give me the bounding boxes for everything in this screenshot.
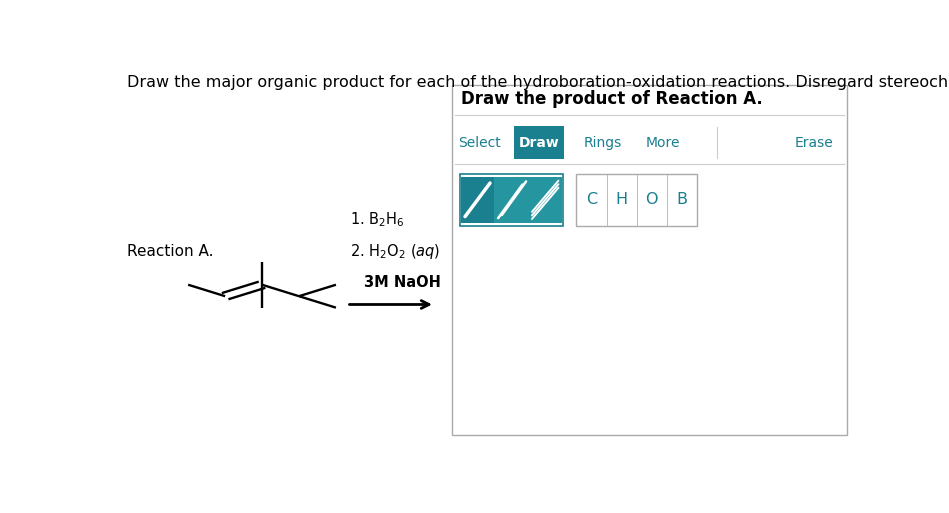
Text: 1. B$_2$H$_6$: 1. B$_2$H$_6$	[350, 210, 405, 229]
Text: C: C	[586, 192, 597, 207]
Text: Draw the product of Reaction A.: Draw the product of Reaction A.	[460, 90, 762, 108]
Text: B: B	[677, 192, 687, 207]
Bar	[460, 177, 494, 223]
Text: Erase: Erase	[795, 135, 834, 149]
Text: Draw the major organic product for each of the hydroboration-oxidation reactions: Draw the major organic product for each …	[127, 75, 949, 90]
Text: Rings: Rings	[584, 135, 622, 149]
Bar	[494, 177, 529, 223]
Bar	[529, 177, 562, 223]
Text: H: H	[616, 192, 627, 207]
Bar	[514, 126, 565, 159]
Text: Reaction A.: Reaction A.	[127, 244, 214, 259]
Text: O: O	[645, 192, 658, 207]
Text: 2. H$_2$O$_2$ $(aq)$: 2. H$_2$O$_2$ $(aq)$	[350, 242, 440, 261]
Text: 3M NaOH: 3M NaOH	[363, 275, 440, 290]
Bar	[452, 85, 847, 435]
Text: Draw: Draw	[519, 135, 560, 149]
Bar	[460, 174, 563, 226]
Text: Select: Select	[458, 135, 501, 149]
Text: More: More	[645, 135, 680, 149]
Bar	[576, 174, 698, 226]
